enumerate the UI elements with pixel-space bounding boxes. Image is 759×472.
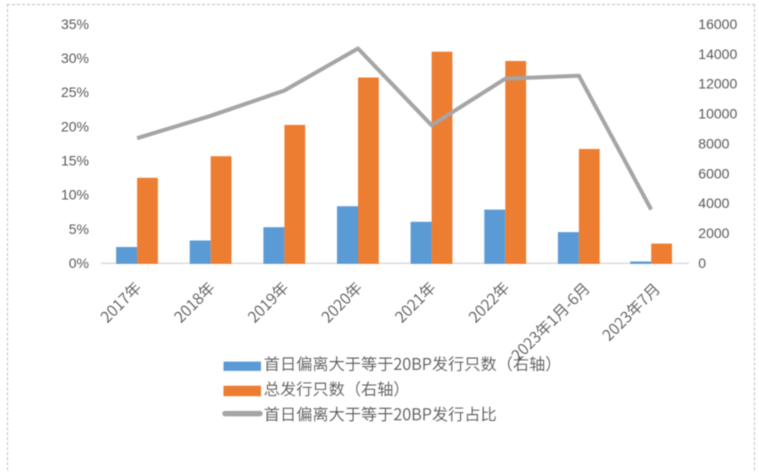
svg-text:15%: 15% (61, 153, 89, 169)
svg-text:4000: 4000 (698, 195, 729, 211)
svg-text:10%: 10% (61, 187, 89, 203)
svg-text:14000: 14000 (698, 46, 737, 62)
svg-text:25%: 25% (61, 84, 89, 100)
svg-text:30%: 30% (61, 50, 89, 66)
svg-text:16000: 16000 (698, 16, 737, 32)
svg-text:5%: 5% (69, 221, 89, 237)
svg-text:8000: 8000 (698, 135, 729, 151)
svg-text:10000: 10000 (698, 106, 737, 122)
svg-text:2000: 2000 (698, 225, 729, 241)
svg-text:0: 0 (698, 255, 706, 271)
svg-text:20%: 20% (61, 118, 89, 134)
svg-text:6000: 6000 (698, 165, 729, 181)
svg-text:12000: 12000 (698, 76, 737, 92)
svg-text:35%: 35% (61, 16, 89, 32)
svg-text:0%: 0% (69, 255, 89, 271)
